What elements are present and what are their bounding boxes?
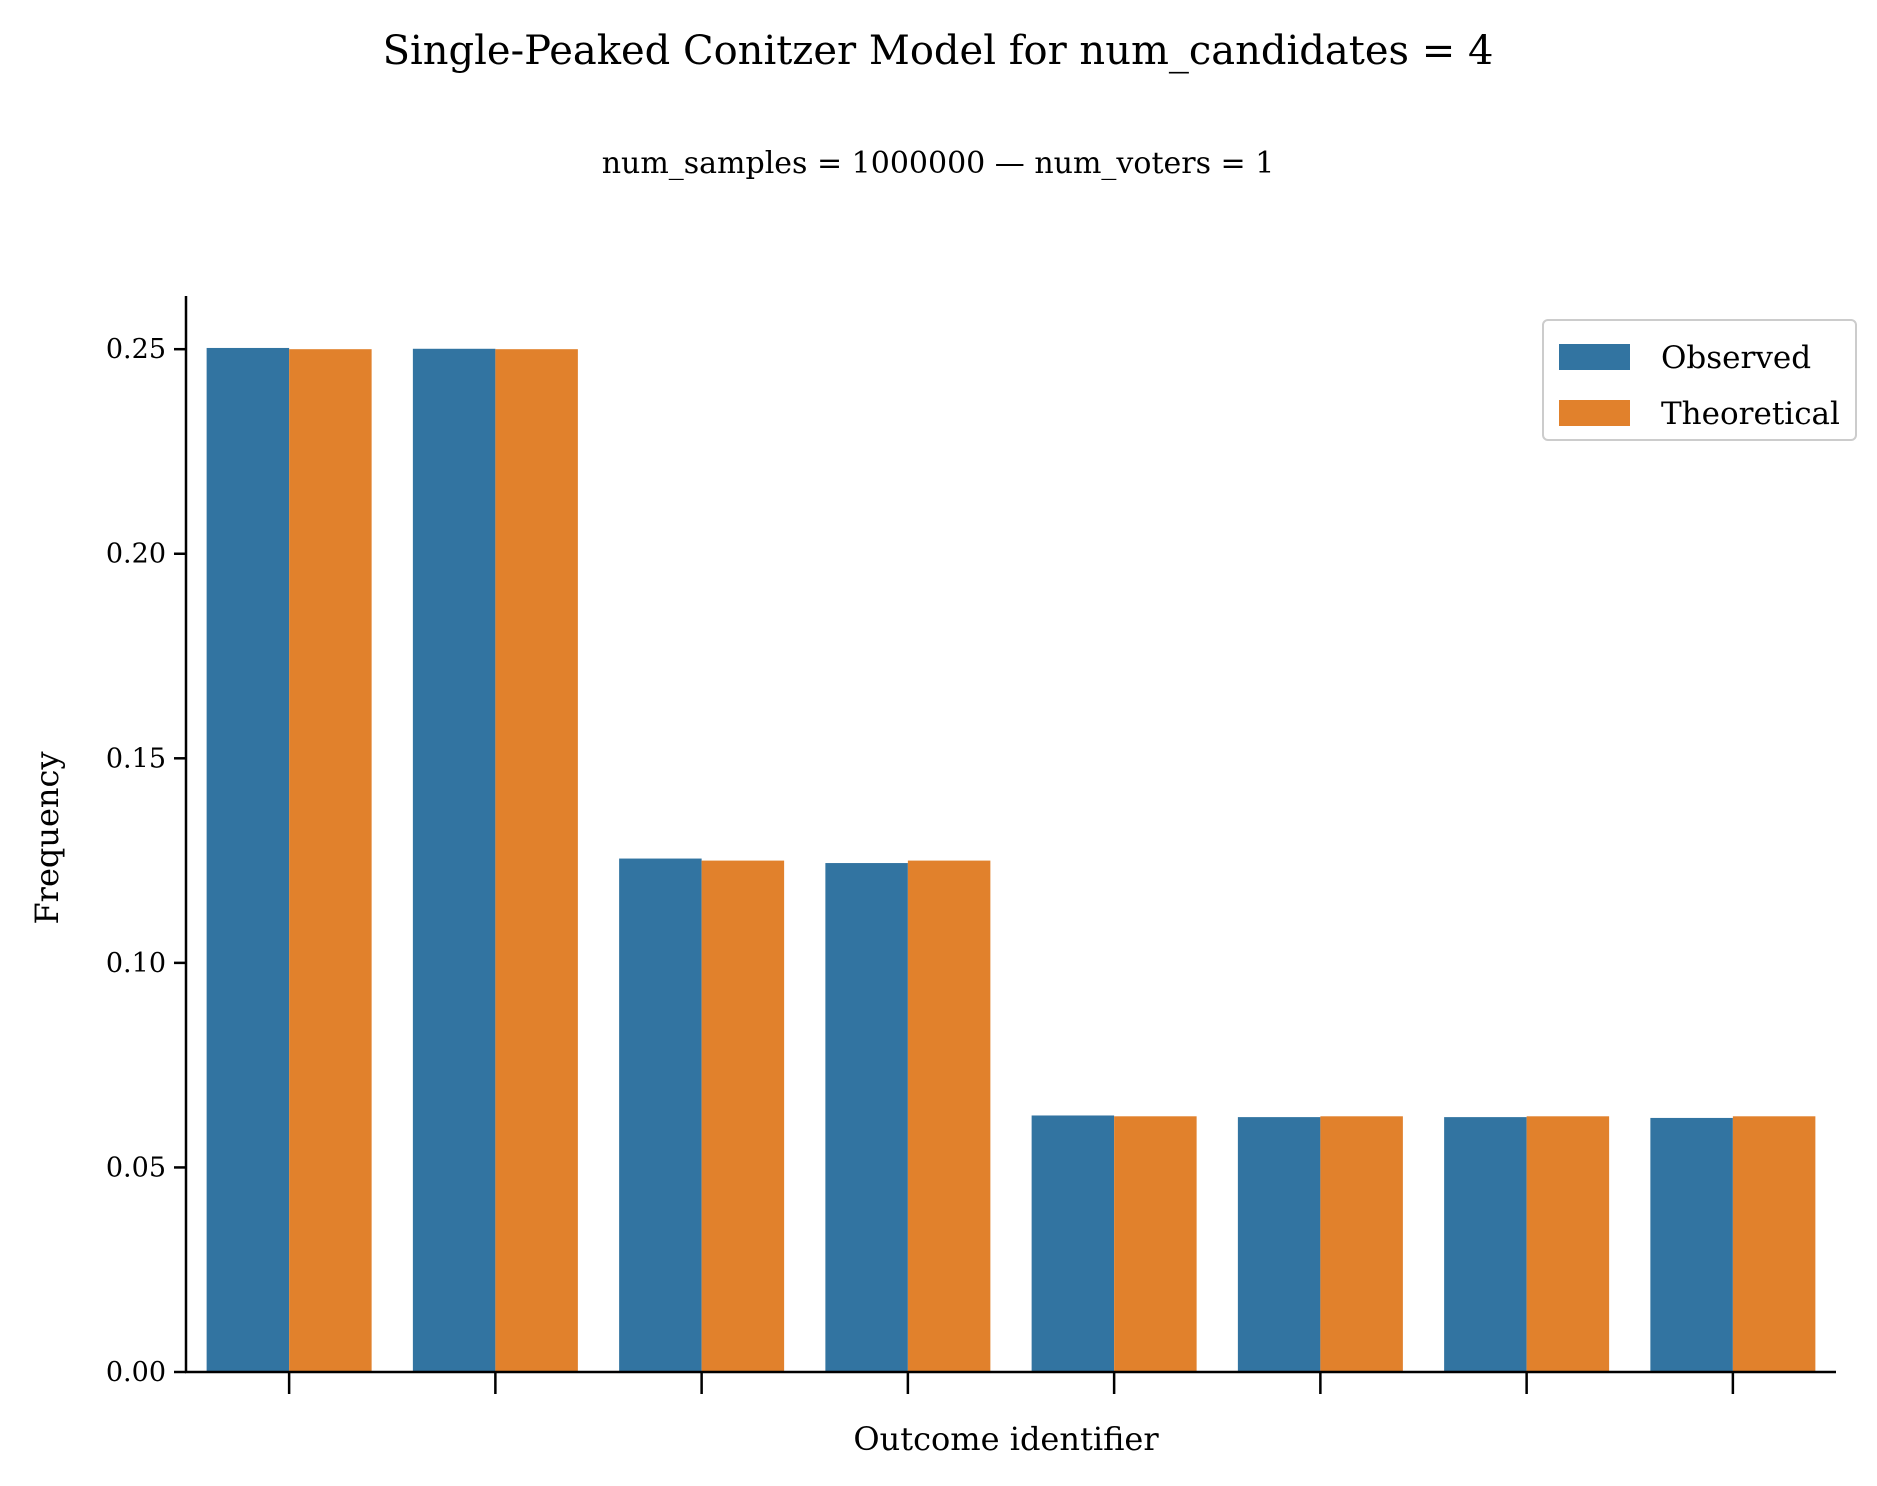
legend-swatch-observed	[1559, 344, 1630, 370]
legend-label-theoretical: Theoretical	[1661, 396, 1840, 432]
y-tick-label: 0.10	[106, 948, 166, 979]
bar-theoretical-1	[289, 349, 372, 1373]
bar-theoretical-8	[1732, 1116, 1816, 1372]
y-axis-label: Frequency	[28, 751, 66, 924]
bar-theoretical-5	[1114, 1116, 1197, 1372]
bar-theoretical-6	[1320, 1116, 1403, 1372]
bar-observed-1	[206, 347, 290, 1372]
y-tick-label: 0.05	[106, 1152, 166, 1183]
y-tick-label: 0.00	[106, 1357, 166, 1388]
legend: Observed Theoretical	[1542, 319, 1857, 441]
bar-theoretical-2	[495, 349, 578, 1373]
bar-observed-2	[412, 348, 496, 1372]
x-axis-label: Outcome identifier	[853, 1420, 1159, 1458]
y-tick-label: 0.15	[106, 743, 166, 774]
chart-subtitle: num_samples = 1000000 — num_voters = 1	[602, 146, 1275, 181]
bar-observed-3	[619, 858, 702, 1372]
bar-theoretical-3	[701, 860, 785, 1372]
y-tick-label: 0.25	[106, 334, 166, 365]
legend-label-observed: Observed	[1661, 340, 1811, 376]
bar-observed-4	[825, 863, 908, 1372]
legend-swatch-theoretical	[1559, 400, 1630, 426]
bar-observed-8	[1650, 1117, 1733, 1372]
y-tick-label: 0.20	[106, 539, 166, 570]
bar-observed-5	[1031, 1115, 1115, 1372]
bar-observed-6	[1237, 1117, 1321, 1372]
bar-theoretical-4	[907, 860, 991, 1372]
chart-title: Single-Peaked Conitzer Model for num_can…	[383, 28, 1494, 74]
bar-theoretical-7	[1526, 1116, 1610, 1372]
axes-group: 0.00 0.05 0.10 0.15 0.20 0.25	[106, 296, 1836, 1394]
bar-observed-7	[1444, 1117, 1527, 1372]
bars-group	[206, 347, 1816, 1373]
